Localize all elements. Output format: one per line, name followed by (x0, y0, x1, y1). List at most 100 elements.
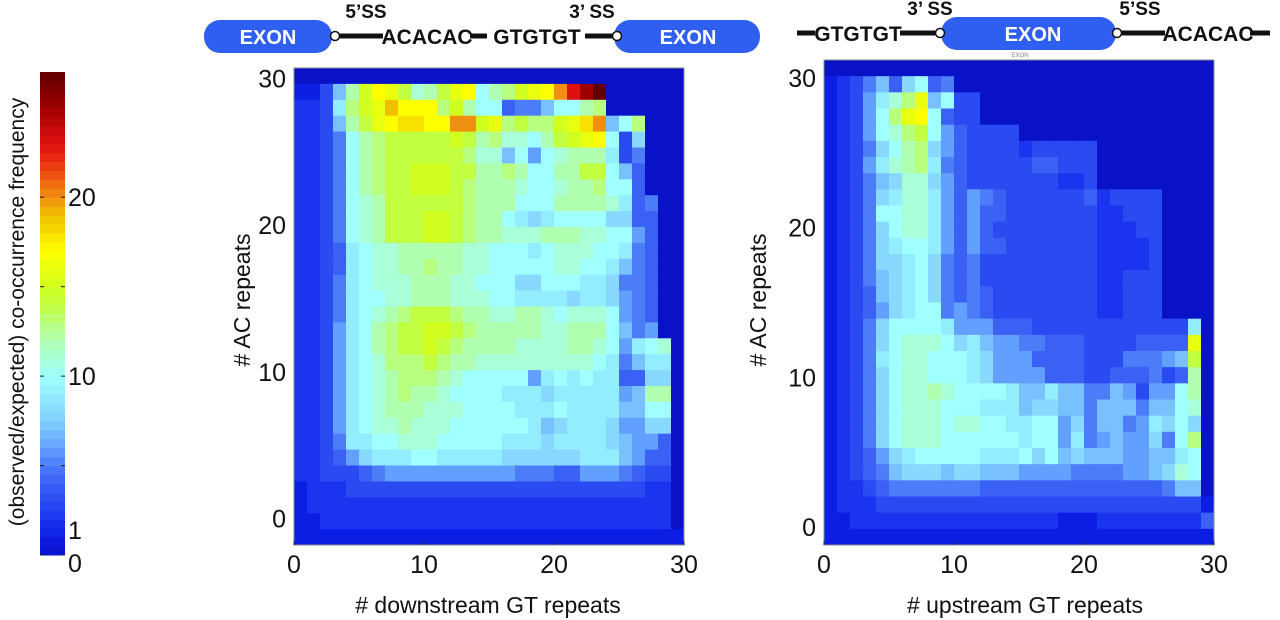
heatmap-cell (372, 306, 386, 323)
heatmap-cell (333, 497, 347, 514)
heatmap-cell (463, 195, 477, 212)
heatmap-cell (941, 399, 955, 417)
heatmap-cell (967, 399, 981, 417)
heatmap-cell (580, 258, 594, 276)
heatmap-cell (850, 302, 864, 320)
heatmap-cell (476, 449, 490, 466)
heatmap-cell (593, 497, 607, 514)
heatmap-cell (489, 497, 503, 514)
heatmap-cell (333, 417, 347, 435)
heatmap-cell (606, 497, 620, 514)
heatmap-cell (320, 99, 334, 117)
heatmap-cell (980, 157, 994, 174)
heatmap-cell (863, 189, 877, 206)
heatmap-cell (489, 131, 503, 148)
heatmap-cell (476, 354, 490, 371)
heatmap-cell (307, 68, 321, 85)
heatmap-cell (928, 448, 942, 465)
heatmap-cell (294, 417, 308, 435)
heatmap-cell (489, 449, 503, 466)
heatmap-cell (1071, 367, 1085, 384)
heatmap-cell (489, 274, 503, 291)
heatmap-cell (993, 431, 1007, 449)
heatmap-cell (889, 76, 903, 93)
colorbar-segment (40, 125, 65, 136)
heatmap-cell (528, 147, 542, 164)
heatmap-cell (593, 354, 607, 371)
heatmap-cell (437, 449, 451, 466)
heatmap-cell (580, 401, 594, 419)
heatmap-cell (863, 92, 877, 109)
heatmap-cell (424, 131, 438, 148)
heatmap-cell (889, 270, 903, 287)
heatmap-cell (1188, 367, 1202, 384)
heatmap-cell (1175, 399, 1189, 417)
heatmap-cell (307, 211, 321, 228)
heatmap-cell (333, 258, 347, 276)
heatmap-cell (954, 124, 968, 142)
heatmap-cell (346, 338, 360, 355)
heatmap-cell (1110, 92, 1124, 109)
heatmap-cell (915, 189, 929, 206)
heatmap-cell (1006, 189, 1020, 206)
heatmap-cell (489, 115, 503, 132)
heatmap-cell (450, 68, 464, 85)
heatmap-cell (1019, 334, 1033, 352)
heatmap-cell (606, 354, 620, 371)
heatmap-cell (333, 370, 347, 387)
heatmap-cell (941, 140, 955, 158)
heatmap-cell (824, 286, 838, 303)
heatmap-cell (528, 401, 542, 419)
heatmap-cell (889, 221, 903, 239)
heatmap-cell (1097, 286, 1111, 303)
heatmap-cell (554, 83, 568, 101)
heatmap-cell (889, 237, 903, 255)
heatmap-cell (593, 131, 607, 148)
heatmap-cell (824, 76, 838, 93)
heatmap-cell (941, 528, 955, 546)
heatmap-cell (824, 92, 838, 109)
colorbar-tick-label: 10 (68, 363, 96, 391)
heatmap-cell (307, 481, 321, 498)
heatmap-cell (632, 179, 646, 196)
heatmap-cell (372, 529, 386, 546)
colorbar-label: (observed/expected) co-occurrence freque… (6, 97, 29, 526)
heatmap-cell (593, 274, 607, 291)
heatmap-cell (902, 189, 916, 206)
heatmap-cell (411, 354, 425, 371)
heatmap-cell (372, 163, 386, 180)
heatmap-cell (489, 258, 503, 276)
heatmap-cell (863, 60, 877, 77)
heatmap-cell (424, 513, 438, 530)
heatmap-cell (346, 322, 360, 339)
heatmap-cell (437, 179, 451, 196)
colorbar-segment (40, 519, 65, 529)
heatmap-cell (307, 290, 321, 307)
heatmap-cell (1149, 464, 1163, 481)
heatmap-cell (606, 227, 620, 244)
heatmap-cell (567, 242, 581, 260)
heatmap-cell (528, 306, 542, 323)
heatmap-cell (980, 464, 994, 481)
heatmap-cell (967, 124, 981, 142)
heatmap-cell (1006, 108, 1020, 126)
heatmap-cell (515, 68, 529, 85)
heatmap-cell (837, 270, 851, 287)
heatmap-cell (619, 242, 633, 260)
heatmap-cell (658, 99, 672, 117)
heatmap-cell (359, 529, 373, 546)
heatmap-cell (320, 179, 334, 196)
heatmap-cell (463, 83, 477, 101)
x-axis-label-left: # downstream GT repeats (355, 592, 620, 618)
heatmap-cell (1045, 237, 1059, 255)
heatmap-cell (1019, 318, 1033, 336)
heatmap-cell (593, 68, 607, 85)
heatmap-cell (515, 99, 529, 117)
heatmap-cell (450, 147, 464, 164)
heatmap-cell (850, 108, 864, 126)
y-axis-label-right: # AC repeats (745, 234, 771, 367)
heatmap-cell (398, 211, 412, 228)
heatmap-cell (606, 386, 620, 403)
heatmap-cell (515, 274, 529, 291)
heatmap-cell (1006, 205, 1020, 223)
